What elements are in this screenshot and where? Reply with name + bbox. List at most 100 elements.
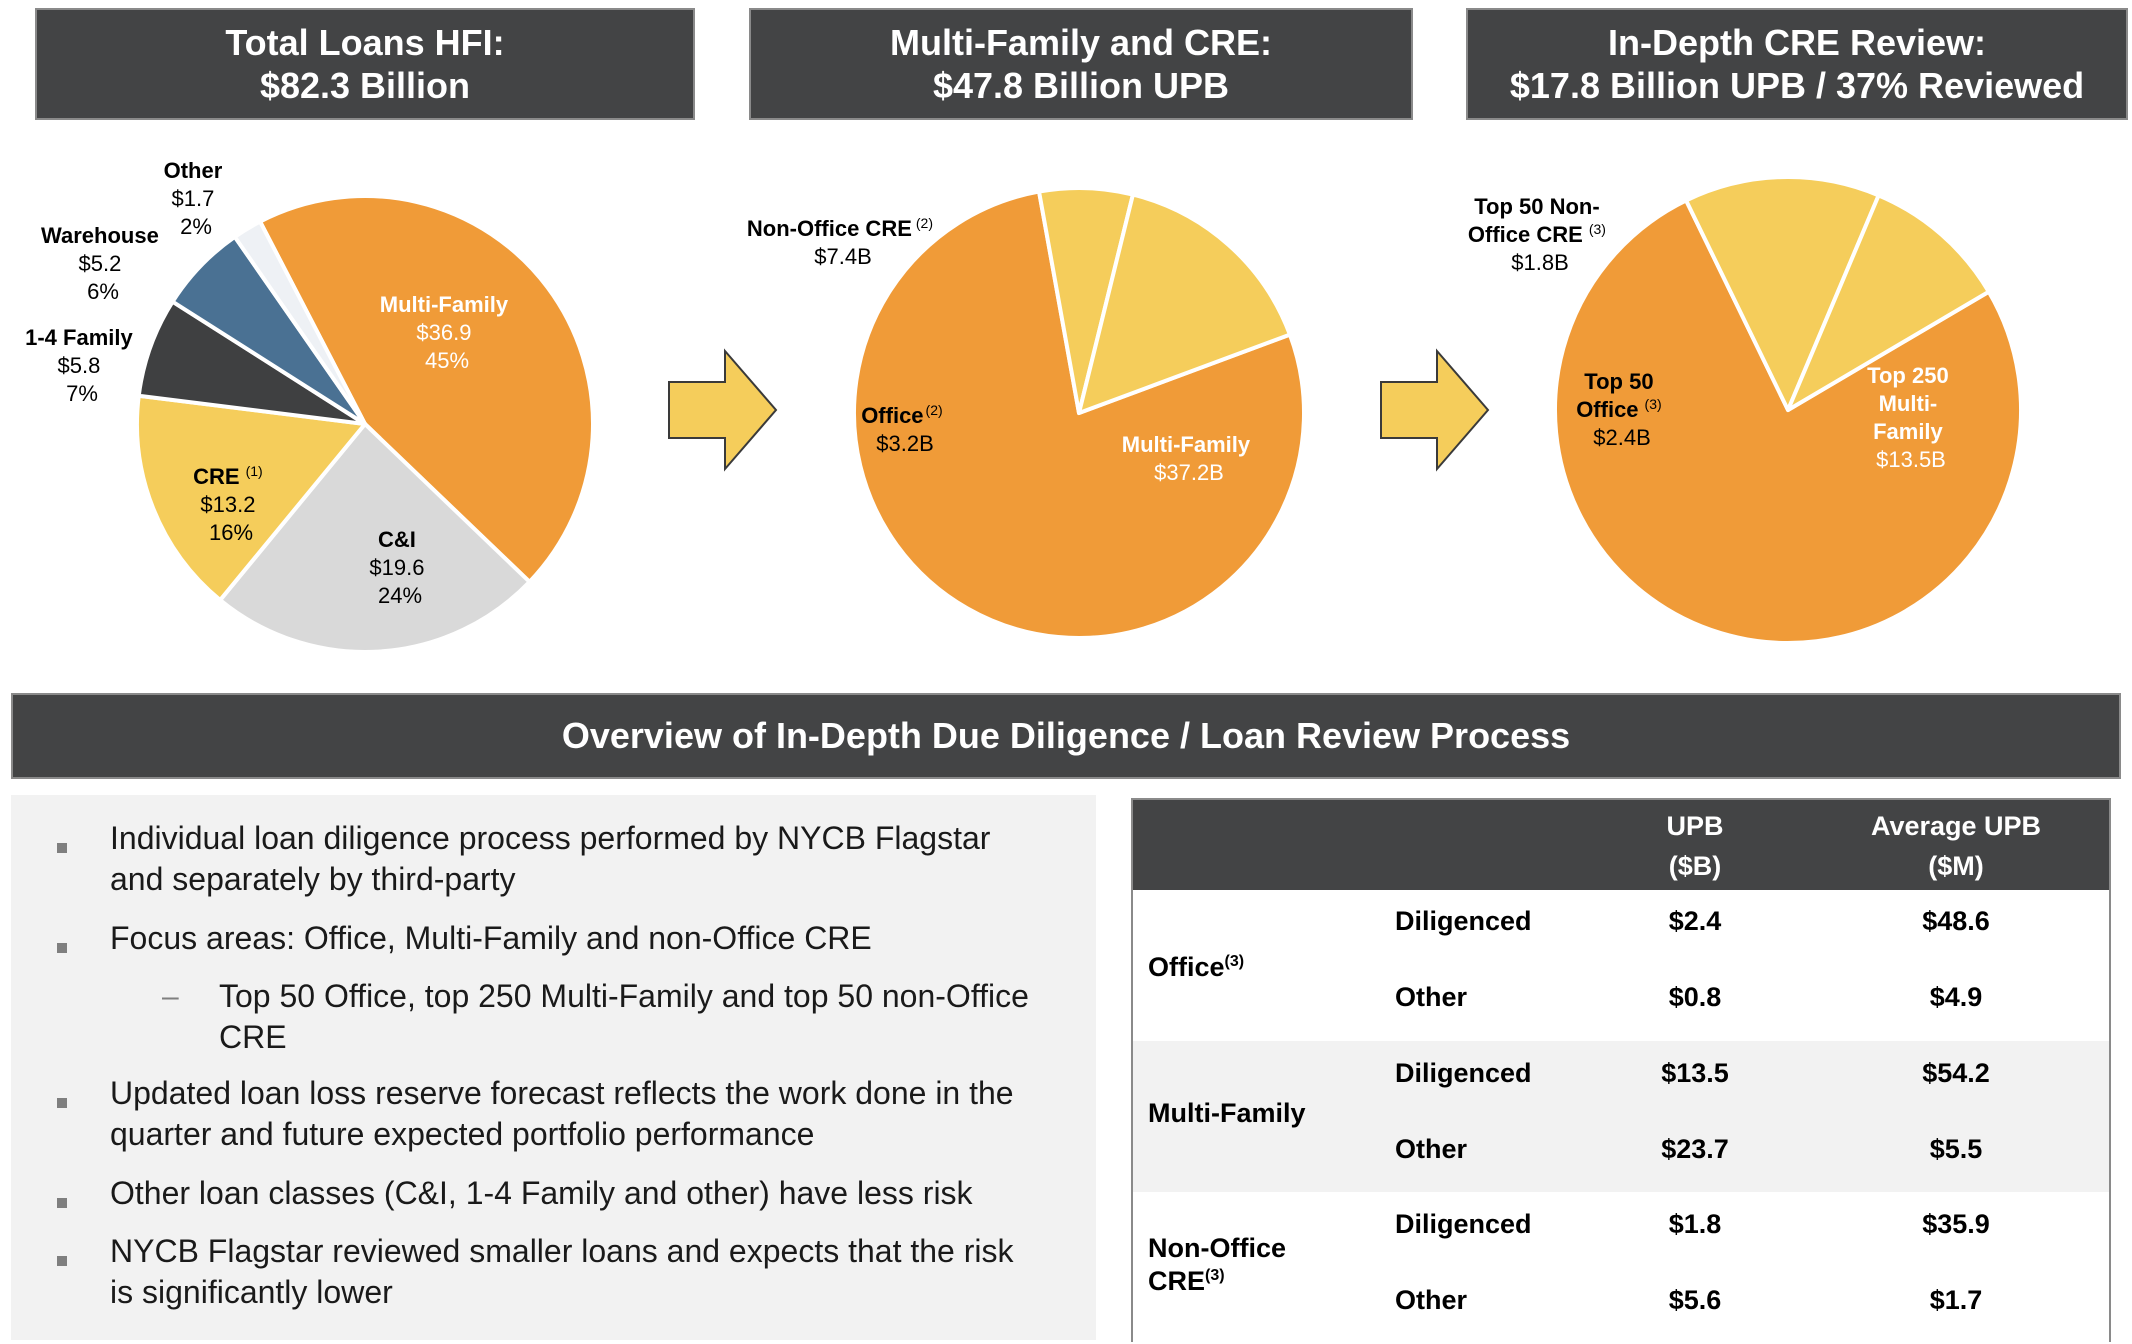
- group-label-nonoffice-cre: Non-Office CRE(3): [1148, 1233, 1286, 1296]
- arrow-right-icon: [1380, 348, 1490, 472]
- table-group-office: [1133, 890, 2109, 1041]
- pie1-cre-value: $13.2: [200, 492, 255, 517]
- pie3-office-name-1: Top 50: [1584, 369, 1653, 394]
- bullet-item: Other loan classes (C&I, 1-4 Family and …: [110, 1175, 973, 1211]
- pie1-14family-name: 1-4 Family: [25, 325, 133, 350]
- pie1-ci-value: $19.6: [369, 555, 424, 580]
- pie3-office-value: $2.4B: [1593, 425, 1651, 450]
- header-line-1: Multi-Family and CRE:: [889, 21, 1272, 63]
- pie3-office-name-2: Office: [1576, 397, 1638, 422]
- pie2-office-sup: (2): [926, 402, 943, 418]
- pie1-multifamily-value: $36.9: [416, 320, 471, 345]
- table-cell-avg: $4.9: [1929, 982, 1983, 1012]
- col-header-average-upb: Average UPB ($M): [1870, 811, 2042, 881]
- pie3-slice-top-250-multi-family: [1553, 198, 2023, 645]
- pie1-warehouse-pct: 6%: [87, 279, 119, 304]
- pie2-label-multifamily: Multi-Family $37.2B: [1122, 432, 1256, 485]
- pie2-slice-non-office-cre: [1077, 192, 1292, 415]
- bullet-list-panel: Individual loan diligence process perfor…: [11, 795, 1096, 1340]
- header-cre-review: In-Depth CRE Review: $17.8 Billion UPB /…: [1466, 8, 2128, 120]
- bullet-square-icon: [57, 1098, 67, 1108]
- table-row-label: Other: [1395, 1285, 1468, 1315]
- col-header-upb: UPB ($B): [1666, 811, 1724, 881]
- table-header: UPB ($B) Average UPB ($M): [1133, 800, 2109, 890]
- overview-title: Overview of In-Depth Due Diligence / Loa…: [561, 715, 1571, 757]
- pie2-nonoffice-name: Non-Office CRE: [747, 216, 912, 241]
- table-group-nonoffice-cre: [1133, 1192, 2109, 1343]
- pie1-cre-sup: (1): [246, 463, 263, 479]
- bullet-item: Focus areas: Office, Multi-Family and no…: [110, 920, 872, 956]
- pie3-nonoffice-name-2: Office CRE: [1468, 222, 1583, 247]
- pie1-cre-name: CRE: [193, 464, 239, 489]
- pie1-cre-pct: 16%: [209, 520, 253, 545]
- pie1-14family-pct: 7%: [66, 381, 98, 406]
- table-cell-avg: $5.5: [1929, 1134, 1983, 1164]
- pie3-office-sup: (3): [1645, 396, 1662, 412]
- pie3-multifamily-value: $13.5B: [1876, 447, 1946, 472]
- pie1-label-warehouse: Warehouse $5.2 6%: [41, 223, 165, 304]
- bullet-subitem: Top 50 Office, top 250 Multi-Family and …: [219, 978, 1029, 1055]
- pie3-label-office: Top 50 Office (3) $2.4B: [1576, 369, 1668, 450]
- pie3-multifamily-name-3: Family: [1873, 419, 1943, 444]
- table-cell-upb: $1.8: [1668, 1209, 1722, 1239]
- group-label-multifamily: Multi-Family: [1148, 1098, 1306, 1128]
- header-line-2: $82.3 Billion: [259, 65, 471, 106]
- bullet-item: Individual loan diligence process perfor…: [110, 820, 991, 897]
- pie2-nonoffice-value: $7.4B: [814, 244, 872, 269]
- pie2-multifamily-name: Multi-Family: [1122, 432, 1251, 457]
- dash-bullet-icon: –: [162, 980, 179, 1013]
- pie3-label-multifamily: Top 250 Multi- Family $13.5B: [1867, 363, 1955, 472]
- bullet-item: NYCB Flagstar reviewed smaller loans and…: [110, 1233, 1014, 1310]
- pie3-multifamily-name-2: Multi-: [1879, 391, 1938, 416]
- bullet-square-icon: [57, 843, 67, 853]
- pie1-label-ci: C&I $19.6 24%: [369, 527, 430, 608]
- pie1-other-value: $1.7: [172, 186, 215, 211]
- pie1-other-pct: 2%: [180, 214, 212, 239]
- header-line-2: $17.8 Billion UPB / 37% Reviewed: [1509, 65, 2085, 106]
- table-row-label: Diligenced: [1395, 906, 1532, 936]
- table-row-label: Other: [1395, 982, 1468, 1012]
- pie2-label-office: Office (2) $3.2B: [861, 395, 949, 456]
- table-cell-upb: $13.5: [1661, 1058, 1729, 1088]
- header-multifamily-cre: Multi-Family and CRE: $47.8 Billion UPB: [749, 8, 1413, 120]
- bullet-square-icon: [57, 1198, 67, 1208]
- pie-chart-cre-review: Top 250 Multi- Family $13.5B Top 50 Offi…: [1468, 175, 2023, 645]
- pie1-label-multifamily: Multi-Family $36.9 45%: [380, 292, 514, 373]
- header-line-1: In-Depth CRE Review:: [1607, 21, 1987, 63]
- pie2-nonoffice-sup: (2): [916, 215, 933, 231]
- pie1-14family-value: $5.8: [58, 353, 101, 378]
- header-line-1: Total Loans HFI:: [225, 21, 505, 63]
- table-cell-avg: $35.9: [1922, 1209, 1990, 1239]
- overview-title-bar: Overview of In-Depth Due Diligence / Loa…: [11, 693, 2121, 779]
- pie2-office-name: Office: [861, 403, 923, 428]
- pie1-slice-multi-family: [258, 194, 595, 584]
- pie3-nonoffice-name-1: Top 50 Non-: [1474, 194, 1599, 219]
- pie1-slice-c-i: [218, 422, 532, 654]
- pie2-office-value: $3.2B: [876, 431, 934, 456]
- bullet-square-icon: [57, 943, 67, 953]
- table-row-label: Diligenced: [1395, 1058, 1532, 1088]
- header-total-loans: Total Loans HFI: $82.3 Billion: [35, 8, 695, 120]
- pie3-slice-top-50-office: [1684, 175, 1881, 412]
- table-cell-avg: $54.2: [1922, 1058, 1990, 1088]
- group-label-office: Office(3): [1148, 952, 1245, 982]
- pie2-multifamily-value: $37.2B: [1154, 460, 1224, 485]
- pie1-warehouse-name: Warehouse: [41, 223, 159, 248]
- pie3-label-nonoffice: Top 50 Non- Office CRE (3) $1.8B: [1468, 194, 1612, 275]
- pie1-ci-name: C&I: [378, 527, 416, 552]
- arrow-right-icon: [668, 348, 778, 472]
- bullet-item: Updated loan loss reserve forecast refle…: [110, 1075, 1014, 1152]
- table-row-label: Diligenced: [1395, 1209, 1532, 1239]
- table-group-multifamily: [1133, 1041, 2109, 1192]
- table-cell-avg: $1.7: [1929, 1285, 1983, 1315]
- pie3-nonoffice-value: $1.8B: [1511, 250, 1569, 275]
- pie3-nonoffice-sup: (3): [1589, 221, 1606, 237]
- pie1-slice-cre: [135, 393, 367, 603]
- pie-chart-total-loans: Multi-Family $36.9 45% C&I $19.6 24% CRE…: [25, 158, 595, 654]
- table-cell-avg: $48.6: [1922, 906, 1990, 936]
- pie1-label-14family: 1-4 Family $5.8 7%: [25, 325, 139, 406]
- table-cell-upb: $5.6: [1668, 1285, 1722, 1315]
- pie1-slice-other: [232, 219, 367, 426]
- pie2-label-nonoffice: Non-Office CRE (2) $7.4B: [747, 208, 939, 269]
- diligence-table: UPB ($B) Average UPB ($M) Office(3) Dilige…: [1131, 798, 2111, 1343]
